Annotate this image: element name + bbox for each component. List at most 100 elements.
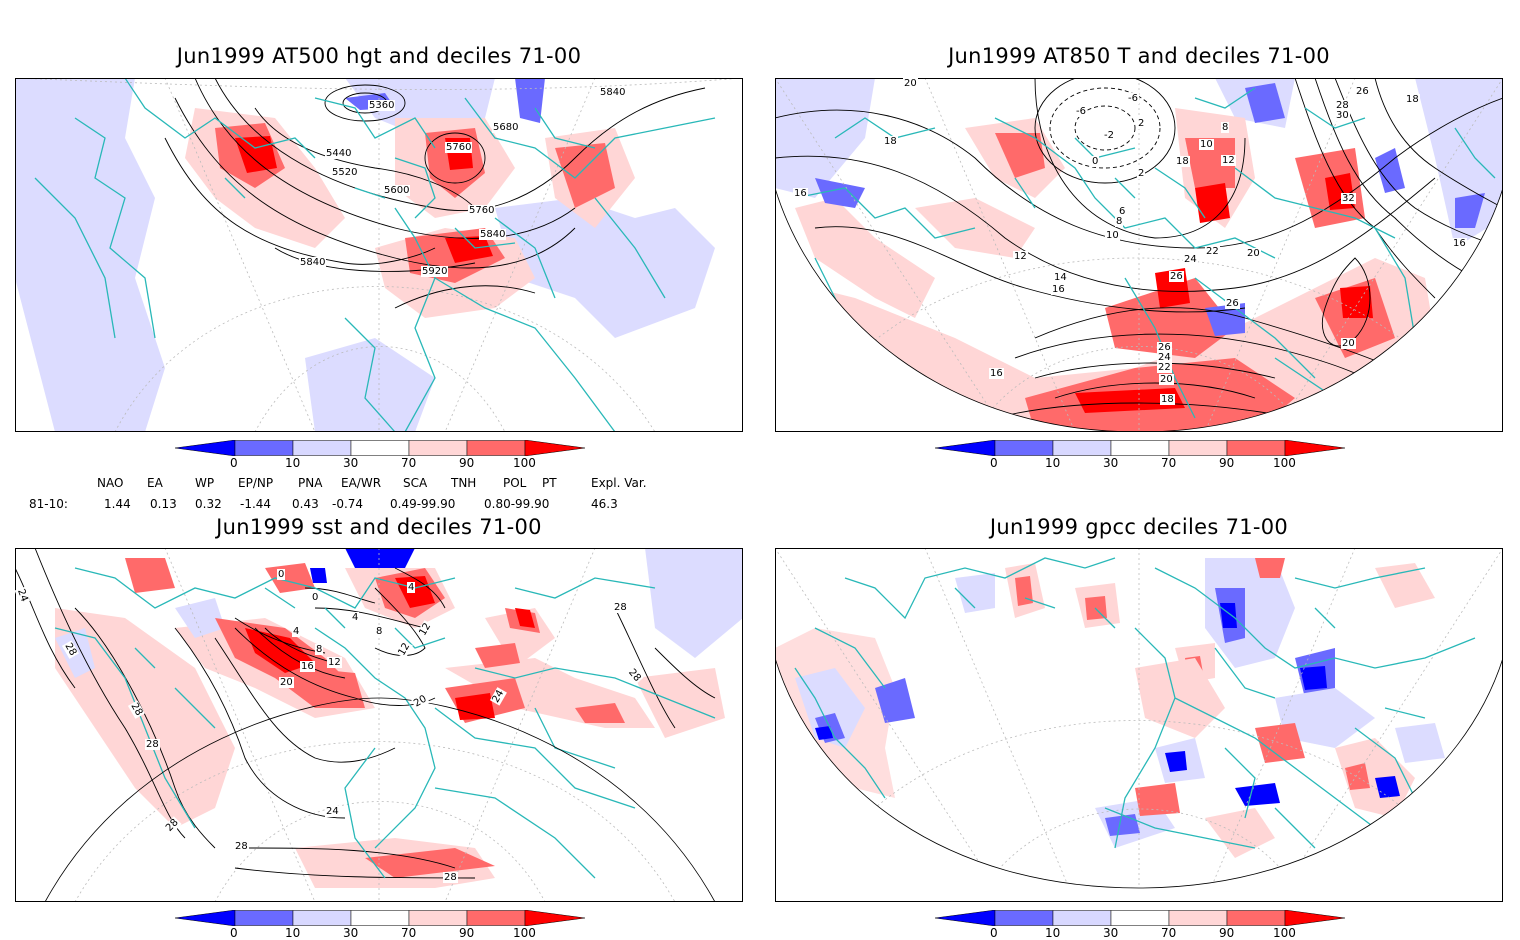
index-value-expl-var: 46.3 — [591, 497, 618, 511]
colorbar-tick-label: 90 — [459, 456, 475, 470]
contour-label: 18 — [1175, 156, 1190, 167]
colorbar-tick-label: 70 — [1161, 456, 1177, 470]
colorbar-tick-label: 10 — [285, 456, 301, 470]
contour-label: 12 — [1221, 155, 1236, 166]
map-panel-at500: 5360 5840 5680 5440 5760 5520 5600 5760 … — [15, 78, 743, 432]
colorbar-tick-label: 30 — [1103, 456, 1119, 470]
index-header-pol: POL — [503, 476, 527, 490]
contour-label: 26 — [1225, 298, 1240, 309]
panel-title-at500: Jun1999 AT500 hgt and deciles 71-00 — [176, 44, 582, 68]
contour-label: 2 — [1137, 168, 1146, 179]
contour-label: 0 — [1091, 156, 1100, 167]
contour-label: 20 — [1159, 374, 1174, 385]
contour-label: 16 — [1051, 284, 1066, 295]
contour-label: 5840 — [599, 87, 627, 98]
contour-label: 4 — [351, 612, 360, 623]
contour-label: 28 — [613, 602, 628, 613]
map-panel-sst: 24 28 28 28 0 0 4 4 8 12 4 8 16 12 20 12… — [14, 548, 743, 902]
colorbar-tick-label: 100 — [513, 926, 536, 940]
contour-label: 22 — [1205, 246, 1220, 257]
contour-label: -6 — [1075, 106, 1087, 117]
map-at850 — [775, 78, 1503, 432]
colorbar-swatches — [174, 909, 586, 927]
contour-label: 4 — [292, 626, 301, 637]
panel-title-at850: Jun1999 AT850 T and deciles 71-00 — [948, 44, 1330, 68]
colorbar-tick-label: 90 — [459, 926, 475, 940]
map-panel-at850: 20 18 -6 -6 -2 2 0 2 8 10 12 6 8 10 18 1… — [775, 78, 1503, 432]
contour-label: 5840 — [479, 229, 507, 240]
index-header-pt: PT — [542, 476, 557, 490]
index-header-wp: WP — [195, 476, 215, 490]
contour-label: 26 — [1355, 86, 1370, 97]
contour-label: 14 — [1053, 272, 1068, 283]
contour-label: 8 — [1221, 122, 1230, 133]
contour-label: 16 — [793, 188, 808, 199]
contour-label: 0 — [311, 592, 320, 603]
contour-label: 28 — [145, 739, 160, 750]
colorbar-tick-label: 30 — [343, 926, 359, 940]
panel-title-gpcc: Jun1999 gpcc deciles 71-00 — [989, 515, 1289, 539]
contour-label: 12 — [1013, 251, 1028, 262]
contour-label: 5360 — [368, 100, 396, 111]
index-header-epnp: EP/NP — [238, 476, 274, 490]
contour-label: 2 — [1137, 118, 1146, 129]
index-value-sca-tnh: 0.49-99.90 — [390, 497, 456, 511]
contour-label: 5440 — [325, 148, 353, 159]
contour-label: 5600 — [383, 185, 411, 196]
index-header-ea: EA — [147, 476, 163, 490]
index-header-eawr: EA/WR — [341, 476, 382, 490]
colorbar-tick-label: 100 — [1273, 926, 1296, 940]
colorbar-gpcc: 0 10 30 70 90 100 — [934, 909, 1346, 940]
colorbar-tick-label: 0 — [230, 926, 238, 940]
colorbar-tick-label: 0 — [230, 456, 238, 470]
colorbar-tick-label: 30 — [1103, 926, 1119, 940]
contour-label: 5920 — [421, 266, 449, 277]
index-header-tnh: TNH — [451, 476, 477, 490]
contour-label: 20 — [1341, 338, 1356, 349]
colorbar-tick-label: 0 — [990, 926, 998, 940]
index-header-nao: NAO — [97, 476, 124, 490]
colorbar-tick-label: 0 — [990, 456, 998, 470]
index-value-ea: 0.13 — [150, 497, 177, 511]
contour-label: 5680 — [492, 122, 520, 133]
contour-label: 8 — [375, 626, 384, 637]
contour-label: 16 — [989, 368, 1004, 379]
contour-label: 8 — [1115, 216, 1124, 227]
contour-label: 24 — [1157, 352, 1172, 363]
colorbar-at500: 0 10 30 70 90 100 — [174, 439, 586, 476]
colorbar-swatches — [934, 439, 1346, 457]
contour-label: 22 — [1157, 362, 1172, 373]
teleconnection-indices: NAO EA WP EP/NP PNA EA/WR SCA TNH POL PT… — [0, 476, 760, 512]
contour-label: 20 — [279, 677, 294, 688]
contour-label: 5760 — [445, 142, 473, 153]
contour-label: 30 — [1335, 110, 1350, 121]
contour-label: 18 — [883, 136, 898, 147]
contour-label: -2 — [1103, 130, 1115, 141]
index-value-wp: 0.32 — [195, 497, 222, 511]
index-header-pna: PNA — [298, 476, 323, 490]
colorbar-tick-label: 10 — [1045, 926, 1061, 940]
map-at500 — [15, 78, 743, 432]
contour-label: 20 — [903, 78, 918, 89]
index-value-nao: 1.44 — [104, 497, 131, 511]
colorbar-sst: 0 10 30 70 90 100 — [174, 909, 586, 940]
contour-label: 24 — [1183, 254, 1198, 265]
colorbar-tick-label: 90 — [1219, 456, 1235, 470]
contour-label: 18 — [1160, 394, 1175, 405]
contour-label: 10 — [1105, 230, 1120, 241]
colorbar-tick-label: 100 — [1273, 456, 1296, 470]
contour-label: 26 — [1169, 271, 1184, 282]
contour-label: 24 — [325, 806, 340, 817]
colorbar-tick-label: 70 — [401, 456, 417, 470]
index-value-pol-pt: 0.80-99.90 — [484, 497, 550, 511]
contour-label: 8 — [315, 644, 324, 655]
index-value-eawr: -0.74 — [332, 497, 364, 511]
contour-label: 20 — [1246, 248, 1261, 259]
contour-label: 32 — [1341, 193, 1356, 204]
contour-label: 16 — [1452, 238, 1467, 249]
contour-label: 28 — [234, 841, 249, 852]
colorbar-tick-label: 10 — [285, 926, 301, 940]
contour-label: 4 — [407, 582, 416, 593]
contour-label: 10 — [1199, 139, 1214, 150]
map-gpcc — [775, 548, 1503, 902]
